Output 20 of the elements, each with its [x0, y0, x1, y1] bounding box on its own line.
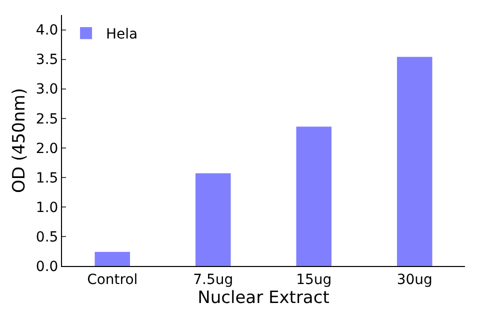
x-tick-label: 30ug	[396, 272, 432, 288]
y-tick-label: 0.0	[36, 258, 58, 275]
bar	[195, 173, 231, 266]
y-tick-label: 1.5	[36, 170, 58, 186]
legend-label: Hela	[106, 26, 138, 43]
bar	[296, 126, 332, 266]
x-tick-label: 7.5ug	[193, 272, 234, 288]
x-tick-label: 15ug	[296, 272, 332, 288]
y-tick-label: 1.0	[36, 200, 58, 216]
y-tick-label: 2.5	[36, 111, 58, 128]
x-tick-label: Control	[87, 272, 138, 288]
bar	[396, 56, 432, 266]
y-tick-label: 3.0	[36, 82, 58, 98]
y-tick-label: 3.5	[36, 52, 58, 68]
x-axis-title: Nuclear Extract	[198, 288, 330, 308]
y-axis-title: OD (450nm)	[9, 88, 30, 193]
y-tick-label: 0.5	[36, 229, 58, 246]
y-tick-label: 2.0	[36, 140, 58, 157]
bar	[94, 252, 130, 266]
y-tick-label: 4.0	[36, 22, 58, 39]
